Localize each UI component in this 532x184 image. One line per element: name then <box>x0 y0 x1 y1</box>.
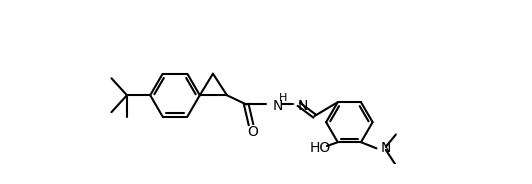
Text: O: O <box>247 125 258 139</box>
Text: N: N <box>272 99 283 113</box>
Text: N: N <box>297 99 308 113</box>
Text: HO: HO <box>310 141 331 155</box>
Text: H: H <box>279 93 287 103</box>
Text: N: N <box>380 141 390 155</box>
